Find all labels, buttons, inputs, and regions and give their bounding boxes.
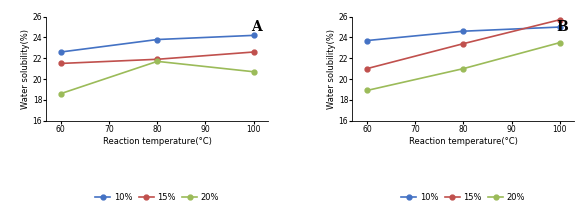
20% <box>57 92 64 95</box>
Y-axis label: Water solubility(%): Water solubility(%) <box>327 29 336 109</box>
15% <box>364 67 371 70</box>
Line: 20%: 20% <box>59 59 256 96</box>
Line: 10%: 10% <box>59 33 256 54</box>
20% <box>250 71 257 73</box>
Text: B: B <box>556 20 568 34</box>
15% <box>154 58 161 61</box>
15% <box>57 62 64 65</box>
Text: A: A <box>251 20 262 34</box>
10% <box>460 30 467 32</box>
Legend: 10%, 15%, 20%: 10%, 15%, 20% <box>401 193 525 202</box>
Line: 15%: 15% <box>59 50 256 66</box>
15% <box>556 19 563 21</box>
20% <box>556 41 563 44</box>
20% <box>364 89 371 92</box>
Y-axis label: Water solubility(%): Water solubility(%) <box>21 29 30 109</box>
10% <box>57 51 64 53</box>
X-axis label: Reaction temperature(°C): Reaction temperature(°C) <box>409 137 518 146</box>
15% <box>250 51 257 53</box>
Line: 15%: 15% <box>364 17 562 71</box>
10% <box>364 39 371 42</box>
10% <box>154 38 161 41</box>
10% <box>250 34 257 37</box>
10% <box>556 26 563 28</box>
Line: 20%: 20% <box>364 40 562 93</box>
20% <box>154 60 161 63</box>
20% <box>460 67 467 70</box>
15% <box>460 42 467 45</box>
Legend: 10%, 15%, 20%: 10%, 15%, 20% <box>95 193 219 202</box>
Line: 10%: 10% <box>364 25 562 43</box>
X-axis label: Reaction temperature(°C): Reaction temperature(°C) <box>103 137 212 146</box>
